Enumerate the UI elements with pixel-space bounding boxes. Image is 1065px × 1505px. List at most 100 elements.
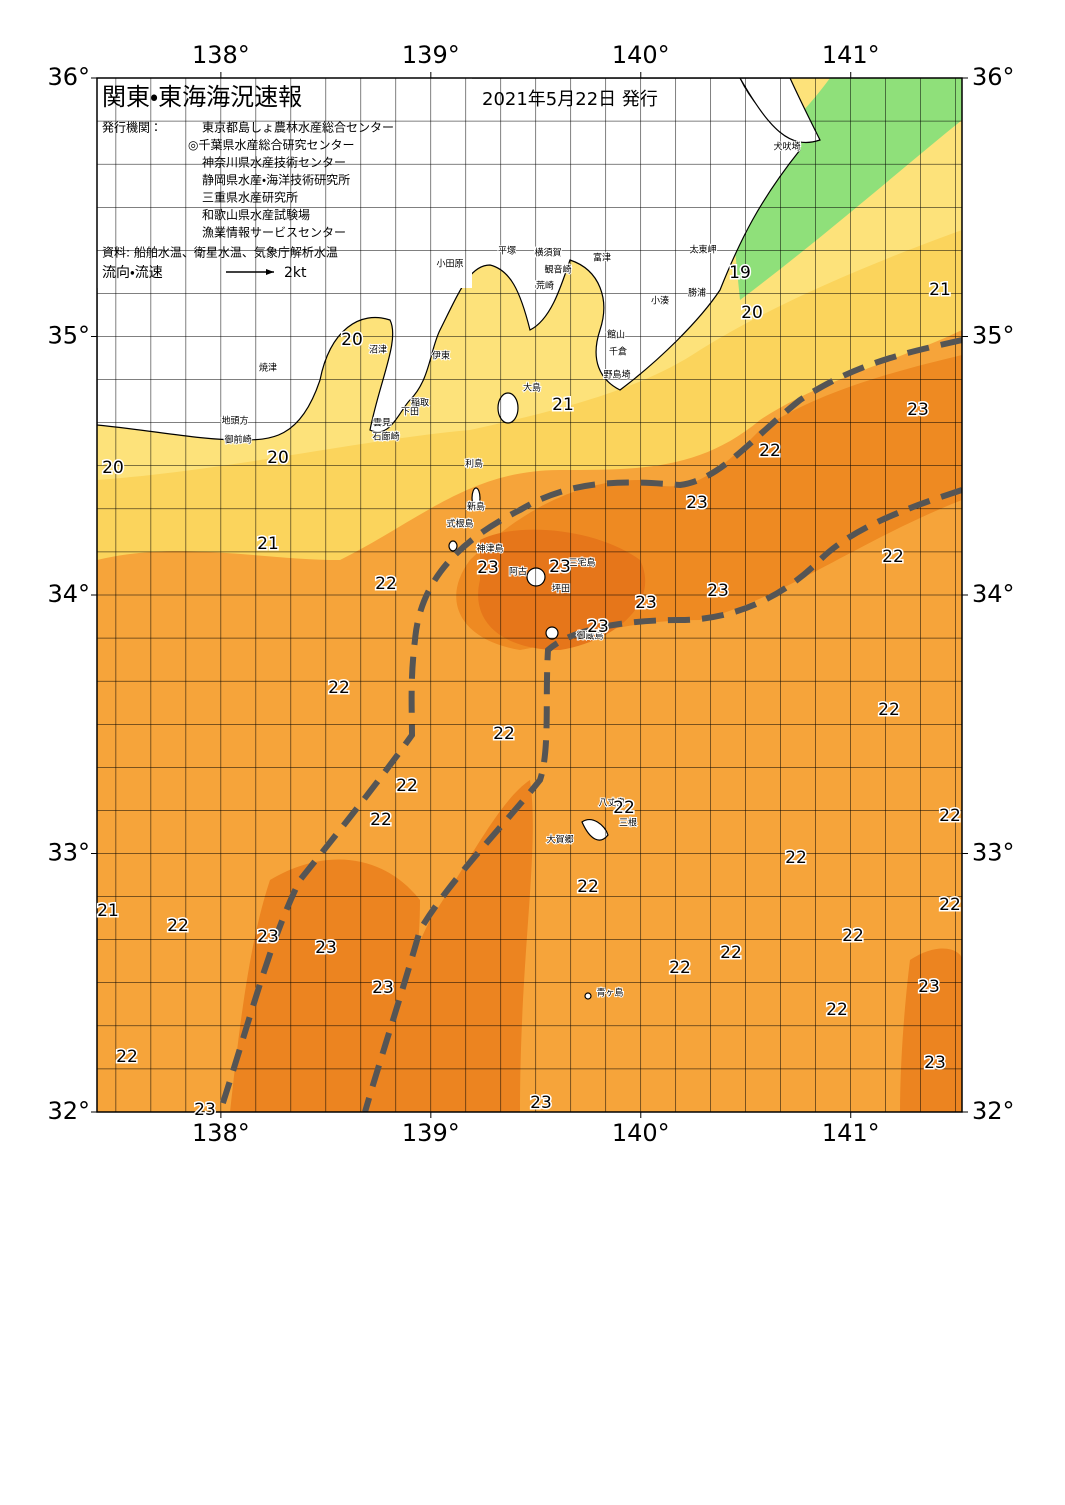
isotherm-label: 22 bbox=[759, 441, 781, 461]
isotherm-label: 23 bbox=[686, 493, 708, 513]
header-background bbox=[97, 78, 472, 288]
isotherm-label: 23 bbox=[587, 617, 609, 637]
isotherm-label: 23 bbox=[315, 938, 337, 958]
mikurajima bbox=[545, 626, 559, 640]
isotherm-label: 21 bbox=[97, 901, 119, 921]
isotherm-label: 23 bbox=[477, 558, 499, 578]
place-name: 坪田 bbox=[552, 584, 570, 595]
isotherm-label: 23 bbox=[924, 1053, 946, 1073]
sea-23-east bbox=[900, 948, 962, 1112]
isotherm-label: 22 bbox=[116, 1047, 138, 1067]
place-name: 野島埼 bbox=[603, 369, 630, 381]
x-tick-label: 139° bbox=[402, 41, 460, 69]
isotherm-label: 22 bbox=[882, 547, 904, 567]
issue-date: 2021年5月22日 発行 bbox=[482, 89, 658, 110]
issuer: 神奈川県水産技術センター bbox=[202, 155, 346, 170]
x-tick-label: 138° bbox=[192, 1119, 250, 1147]
y-tick-label: 36° bbox=[972, 63, 1015, 91]
isotherm-label: 23 bbox=[194, 1100, 216, 1120]
place-name: 焼津 bbox=[259, 363, 277, 374]
y-tick-label: 35° bbox=[972, 322, 1015, 350]
y-tick-label: 33° bbox=[47, 839, 90, 867]
sea-temperature-field bbox=[97, 78, 962, 1112]
isotherm-label: 21 bbox=[257, 534, 279, 554]
place-name: 大賀郷 bbox=[546, 834, 573, 846]
header-box bbox=[97, 78, 472, 288]
isotherm-label: 22 bbox=[396, 776, 418, 796]
place-name: 小湊 bbox=[651, 295, 669, 307]
isotherm-label: 22 bbox=[669, 958, 691, 978]
place-name: 下田 bbox=[401, 407, 419, 418]
isotherm-label: 20 bbox=[741, 303, 763, 323]
graticule bbox=[97, 78, 962, 1112]
place-name: 沼津 bbox=[369, 345, 387, 356]
y-tick-label: 33° bbox=[972, 839, 1015, 867]
place-name: 太東岬 bbox=[689, 244, 716, 256]
place-name: 地頭方 bbox=[221, 415, 248, 427]
isotherm-label: 20 bbox=[102, 458, 124, 478]
niijima bbox=[471, 487, 481, 509]
x-tick-label: 138° bbox=[192, 41, 250, 69]
isotherm-label: 22 bbox=[375, 574, 397, 594]
y-tick-label: 35° bbox=[47, 322, 90, 350]
place-name: 横須賀 bbox=[534, 247, 561, 259]
issuer-list: 東京都島しょ農林水産総合センター ◎千葉県水産総合研究センター神奈川県水産技術セン… bbox=[188, 120, 394, 240]
place-name: 千倉 bbox=[609, 347, 627, 358]
isotherm-label: 22 bbox=[577, 877, 599, 897]
isotherm-label: 22 bbox=[826, 1000, 848, 1020]
place-name: 御蔵島 bbox=[576, 630, 603, 642]
hachijojima bbox=[581, 819, 609, 841]
kuroshio-north-edge bbox=[217, 337, 962, 1112]
place-name: 青ヶ島 bbox=[596, 987, 623, 999]
y-tick-label: 36° bbox=[47, 63, 90, 91]
place-name: 御前崎 bbox=[224, 434, 251, 446]
place-name: 石廊崎 bbox=[372, 431, 399, 443]
place-name: 観音崎 bbox=[544, 264, 571, 276]
issuer-label: 発行機関： bbox=[102, 121, 162, 135]
x-tick-label: 140° bbox=[612, 41, 670, 69]
aogashima bbox=[584, 992, 592, 1000]
isotherm-label: 22 bbox=[785, 848, 807, 868]
sea-23-core bbox=[478, 529, 646, 650]
isotherm-label: 22 bbox=[939, 806, 961, 826]
isotherm-label: 22 bbox=[493, 724, 515, 744]
place-name: 富津 bbox=[593, 252, 611, 264]
place-name: 新島 bbox=[467, 501, 485, 513]
place-name: 平塚 bbox=[498, 246, 516, 257]
isotherm-label: 23 bbox=[372, 978, 394, 998]
sea-23-south bbox=[360, 780, 533, 1112]
place-name: 阿古 bbox=[509, 566, 527, 578]
isotherm-label: 23 bbox=[549, 557, 571, 577]
issuer: 静岡県水産・海洋技術研究所 bbox=[202, 172, 350, 187]
place-name: 八丈島 bbox=[598, 797, 625, 809]
place-name: 式根島 bbox=[446, 518, 473, 530]
y-tick-label: 34° bbox=[47, 580, 90, 608]
isotherm-label: 22 bbox=[167, 916, 189, 936]
place-name: 三宅島 bbox=[568, 557, 595, 569]
isotherm-label: 22 bbox=[613, 798, 635, 818]
isotherm-label: 23 bbox=[707, 581, 729, 601]
isotherm-label: 23 bbox=[635, 593, 657, 613]
current-axes bbox=[217, 337, 962, 1112]
flow-legend-arrowhead bbox=[266, 269, 274, 275]
place-name: 館山 bbox=[607, 329, 625, 341]
place-name: 小田原 bbox=[436, 259, 463, 270]
axis-ticks: 138° 138° 139° 139° 140° 140° 141° 141° 32° 32° 33… bbox=[47, 41, 1014, 1147]
isotherm-label: 23 bbox=[918, 977, 940, 997]
isotherm-label: 23 bbox=[530, 1093, 552, 1113]
place-name: 大島 bbox=[523, 382, 541, 394]
kozushima bbox=[448, 540, 458, 552]
x-tick-label: 141° bbox=[822, 1119, 880, 1147]
issuer: 漁業情報サービスセンター bbox=[202, 226, 346, 240]
oshima bbox=[497, 392, 519, 424]
isotherm-label: 22 bbox=[370, 810, 392, 830]
flow-legend-scale: 2kt bbox=[284, 265, 307, 281]
issuer: 東京都島しょ農林水産総合センター bbox=[202, 120, 394, 135]
isotherm-label: 20 bbox=[267, 448, 289, 468]
isotherm-label: 21 bbox=[929, 280, 951, 300]
isotherm-label: 22 bbox=[878, 700, 900, 720]
y-tick-label: 32° bbox=[47, 1097, 90, 1125]
isotherm-label: 22 bbox=[939, 895, 961, 915]
issuer: ◎千葉県水産総合研究センター bbox=[188, 137, 354, 152]
